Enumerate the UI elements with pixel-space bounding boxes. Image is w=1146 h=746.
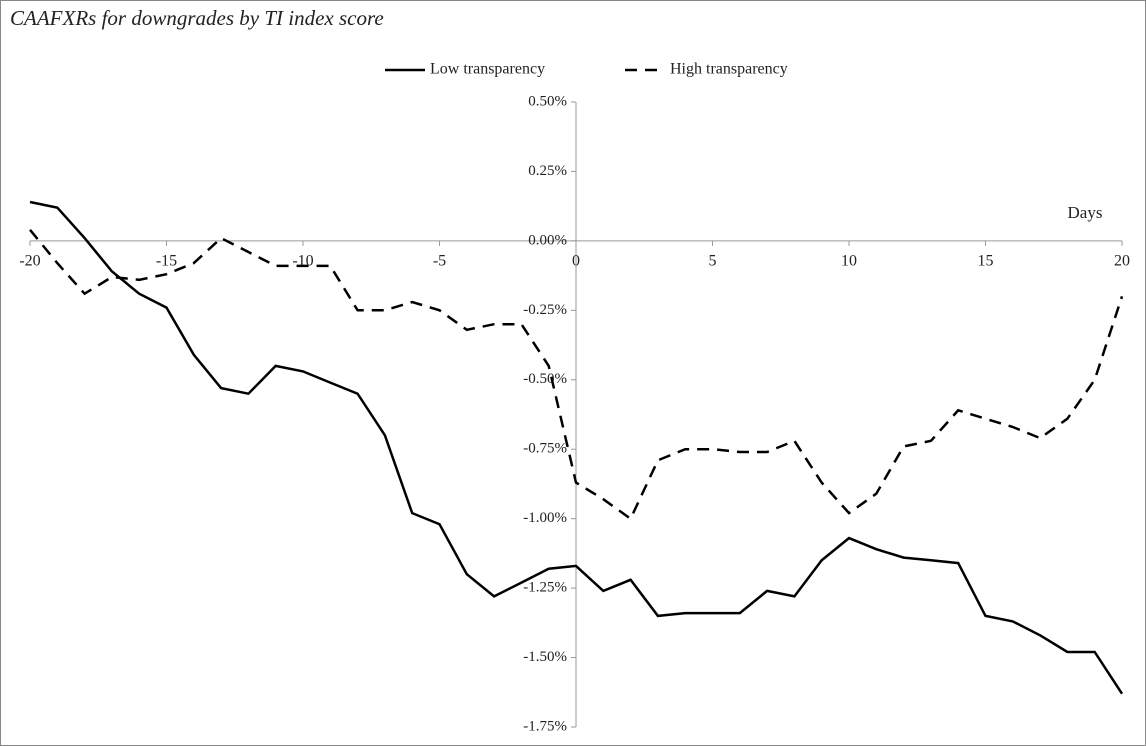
x-tick-label: 5 bbox=[709, 253, 717, 270]
x-axis-label: Days bbox=[1068, 203, 1103, 222]
y-tick-label: 0.25% bbox=[528, 163, 567, 179]
series-line bbox=[29, 200, 1124, 695]
x-tick-label: 0 bbox=[572, 253, 580, 270]
legend-label: Low transparency bbox=[430, 61, 545, 78]
y-tick-label: -1.25% bbox=[523, 580, 567, 596]
x-tick-label: 20 bbox=[1114, 253, 1130, 270]
x-tick-label: 10 bbox=[841, 253, 857, 270]
legend-label: High transparency bbox=[670, 61, 788, 78]
y-tick-label: -1.50% bbox=[523, 649, 567, 665]
x-tick-label: 15 bbox=[978, 253, 994, 270]
x-tick-label: -15 bbox=[156, 253, 177, 270]
chart-title: CAAFXRs for downgrades by TI index score bbox=[10, 6, 384, 30]
y-tick-label: 0.00% bbox=[528, 232, 567, 248]
x-tick-label: -5 bbox=[433, 253, 446, 270]
y-tick-label: -0.25% bbox=[523, 302, 567, 318]
y-tick-label: -1.00% bbox=[523, 510, 567, 526]
y-tick-label: -0.50% bbox=[523, 371, 567, 387]
series-line bbox=[29, 229, 1124, 521]
y-tick-label: -0.75% bbox=[523, 441, 567, 457]
y-tick-label: -1.75% bbox=[523, 718, 567, 734]
y-tick-label: 0.50% bbox=[528, 93, 567, 109]
x-tick-label: -20 bbox=[19, 253, 40, 270]
